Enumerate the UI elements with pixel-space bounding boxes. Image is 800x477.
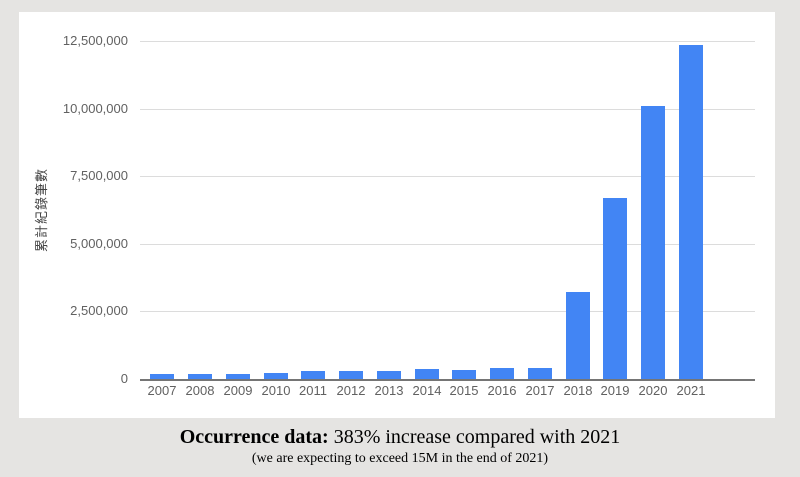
gridline <box>140 244 755 245</box>
bar-2007 <box>150 374 174 379</box>
y-tick-label: 0 <box>120 371 128 386</box>
bar-2017 <box>528 368 552 379</box>
bar-2019 <box>603 198 627 379</box>
x-tick-label: 2015 <box>449 383 479 398</box>
x-tick-label: 2019 <box>600 383 630 398</box>
x-tick-label: 2013 <box>374 383 404 398</box>
gridline <box>140 176 755 177</box>
x-tick-label: 2014 <box>412 383 442 398</box>
bar-2021 <box>679 45 703 379</box>
y-tick-label: 2,500,000 <box>70 303 128 318</box>
x-tick-label: 2021 <box>676 383 706 398</box>
caption-text: 383% increase compared with 2021 <box>333 426 621 448</box>
gridline <box>140 109 755 110</box>
x-tick-label: 2010 <box>261 383 291 398</box>
gridline <box>140 311 755 312</box>
x-tick-label: 2008 <box>185 383 215 398</box>
caption: Occurrence data: 383% increase compared … <box>0 426 800 449</box>
bar-2011 <box>301 371 325 379</box>
bar-2009 <box>226 374 250 379</box>
bar-2008 <box>188 374 212 379</box>
bar-2018 <box>566 292 590 379</box>
chart-panel: 累計紀錄筆數 0 2,500,000 5,000,000 7,500,000 10,00… <box>19 12 775 418</box>
x-tick-label: 2011 <box>299 383 327 398</box>
x-axis-line <box>140 379 755 381</box>
x-tick-label: 2018 <box>563 383 593 398</box>
x-tick-label: 2007 <box>147 383 177 398</box>
x-tick-label: 2020 <box>638 383 668 398</box>
x-tick-label: 2017 <box>525 383 555 398</box>
bar-2010 <box>264 373 288 379</box>
x-tick-label: 2009 <box>223 383 253 398</box>
y-tick-label: 12,500,000 <box>62 33 128 48</box>
gridline <box>140 41 755 42</box>
x-tick-label: 2016 <box>487 383 517 398</box>
bar-2015 <box>452 370 476 379</box>
bar-2013 <box>377 371 401 379</box>
bar-2014 <box>415 369 439 379</box>
y-tick-label: 5,000,000 <box>70 236 128 251</box>
x-tick-label: 2012 <box>336 383 366 398</box>
y-tick-label: 10,000,000 <box>62 101 128 116</box>
bar-2020 <box>641 106 665 379</box>
caption-heading: Occurrence data: <box>179 426 329 448</box>
plot-area: 0 2,500,000 5,000,000 7,500,000 10,000,000 12… <box>19 12 775 418</box>
y-tick-label: 7,500,000 <box>70 168 128 183</box>
bar-2016 <box>490 368 514 379</box>
caption-subtext: (we are expecting to exceed 15M in the e… <box>251 451 549 466</box>
bar-2012 <box>339 371 363 379</box>
